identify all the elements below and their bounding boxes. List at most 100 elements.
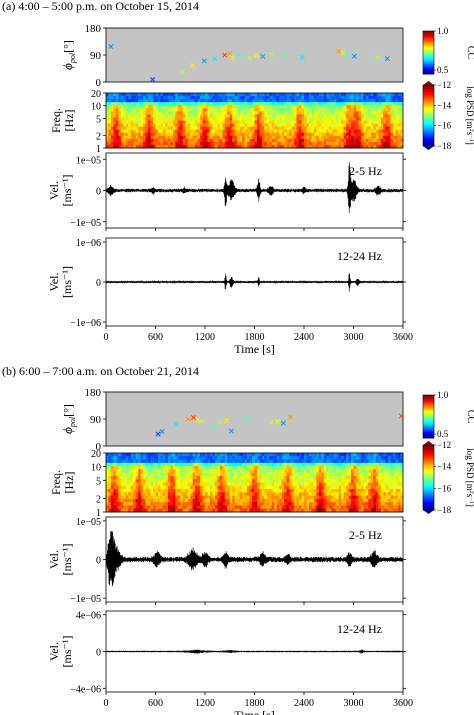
- panel-a-trace-high-yunit: [ms⁻¹]: [60, 266, 74, 298]
- panel-a-cc-label: CC: [465, 46, 474, 60]
- panel-b-xtick-label-5: 3000: [344, 698, 364, 709]
- panel-a-title: (a) 4:00 – 5:00 p.m. on October 15, 2014: [2, 0, 199, 13]
- panel-a-pol-frame: [105, 27, 404, 83]
- panel-b-trace-high-waveform: [105, 649, 404, 654]
- panel-b-psd-tick-label-0: −18: [437, 505, 452, 515]
- panel-a-spec-ylabel: Freq.: [49, 108, 63, 133]
- panel-a-trace-high-ylabel: Vel.: [47, 273, 61, 292]
- panel-b-trace-low-band-label: 2-5 Hz: [349, 528, 382, 542]
- panel-a-spectrogram: [106, 93, 404, 149]
- panel-b-spec-frame: [105, 452, 404, 513]
- panel-b-title: (b) 6:00 – 7:00 a.m. on October 21, 2014: [2, 364, 199, 378]
- panel-a-xtick-label-1: 600: [148, 332, 163, 343]
- panel-a-pol-point-16: [336, 48, 342, 54]
- panel-b-pol-point-15: [288, 414, 294, 420]
- panel-b-spectrogram: [106, 453, 404, 513]
- panel-b-trace-low-ytick-label-0: −1e−05: [70, 594, 101, 605]
- panel-a-psd-tick-label-3: −12: [437, 80, 451, 90]
- panel-a-pol-point-7: [227, 50, 233, 57]
- panel-b-pol-ytick-label-1: 90: [90, 414, 102, 426]
- panel-a-trace-high-ytick-label-1: 0: [96, 278, 101, 289]
- panel-a-pol-point-17: [340, 50, 346, 56]
- panel-b-xlabel: Time [s]: [234, 708, 275, 715]
- panel-a-trace-low-yunit: [ms⁻¹]: [60, 175, 74, 207]
- panel-a-spec-ytick-label-1: 2: [96, 131, 101, 142]
- panel-b-xtick-label-3: 1800: [245, 698, 265, 709]
- panel-a-cc-tick-label-1: 1.0: [437, 26, 449, 36]
- panel-b-psd-label: log PSD [m2s−1]: [465, 448, 474, 506]
- panel-a-psd-tick-label-1: −16: [437, 121, 452, 131]
- panel-b-pol-point-8: [217, 419, 223, 425]
- panel-a-psd-colorbar: [422, 81, 435, 150]
- panel-b-pol-point-5: [195, 417, 201, 423]
- panel-a-trace-low-band-label: 2-5 Hz: [349, 164, 382, 178]
- panel-b-spec-ytick-label-1: 2: [96, 494, 101, 505]
- panel-a-pol-point-3: [190, 62, 196, 69]
- panel-a-xlabel: Time [s]: [234, 342, 275, 356]
- panel-b-xtick-label-4: 2400: [294, 698, 314, 709]
- panel-a-pol-point-2: [180, 68, 186, 75]
- panel-b-cc-tick-label-0: 0.5: [437, 429, 449, 439]
- panel-a-spec-ytick-label-0: 1: [96, 144, 101, 155]
- panel-b-xtick-label-2: 1200: [195, 698, 215, 709]
- panel-b-pol-point-0: [155, 431, 161, 437]
- panel-b-trace-high-yunit: [ms⁻¹]: [60, 636, 74, 668]
- panel-a-spec-ytick-label-3: 10: [91, 102, 101, 113]
- panel-a-pol-point-6: [222, 52, 228, 58]
- panel-a-trace-high-ytick-label-2: 1e−06: [76, 238, 101, 249]
- panel-a-psd-tick-label-2: −14: [437, 100, 452, 110]
- panel-b-spec-ytick-label-3: 10: [91, 463, 101, 474]
- panel-a-pol-ytick-label-0: 0: [96, 77, 102, 89]
- panel-a-pol-point-18: [344, 52, 350, 58]
- panel-a-trace-low-ylabel: Vel.: [47, 181, 61, 200]
- panel-a-pol-point-15: [299, 54, 305, 60]
- panel-a-pol-point-5: [212, 56, 218, 62]
- panel-a-psd-label: log PSD [m2s−1]: [465, 86, 474, 144]
- panel-b-pol-point-12: [268, 420, 274, 426]
- panel-b-trace-high-band-label: 12-24 Hz: [337, 622, 382, 636]
- panel-a-trace-high-band-label: 12-24 Hz: [337, 249, 382, 263]
- panel-a-pol-ylabel: ϕpol[°]: [60, 40, 77, 70]
- panel-b-trace-high-ytick-label-2: 4e−06: [76, 611, 101, 622]
- panel-b-pol-point-10: [228, 428, 234, 434]
- panel-a-xtick-label-3: 1800: [245, 332, 265, 343]
- panel-a-trace-low-ytick-label-1: 0: [96, 187, 101, 198]
- panel-a-cc-tick-label-0: 0.5: [437, 65, 449, 75]
- panel-a-pol-ytick-label-2: 180: [85, 23, 102, 35]
- panel-b-pol-point-4: [190, 414, 197, 421]
- panel-b-spec-ytick-label-0: 1: [96, 508, 101, 519]
- panel-b-trace-low-ylabel: Vel.: [47, 550, 61, 569]
- panel-b-xtick-label-0: 0: [104, 698, 109, 709]
- panel-a-pol-point-12: [260, 53, 266, 60]
- panel-b-pol-point-3: [185, 416, 192, 422]
- panel-b-pol-ylabel: ϕpol[°]: [60, 404, 77, 434]
- panel-a-xtick-label-4: 2400: [294, 332, 314, 343]
- panel-a-spec-ytick-label-2: 5: [96, 114, 101, 125]
- panel-a-pol-point-8: [229, 54, 235, 60]
- panel-b-pol-ytick-label-2: 180: [85, 387, 102, 399]
- panel-b-spec-ytick-label-2: 5: [96, 476, 101, 487]
- panel-b-pol-point-11: [245, 417, 251, 423]
- panel-a-pol-point-10: [246, 55, 253, 61]
- panel-a-pol-point-20: [374, 54, 380, 60]
- panel-b-pol-ytick-label-0: 0: [96, 441, 102, 453]
- panel-a-xtick-label-6: 3600: [393, 332, 413, 343]
- panel-a-pol-point-1: [150, 77, 156, 83]
- panel-b-psd-tick-label-2: −14: [437, 462, 452, 472]
- panel-a-spec-yunit: [Hz]: [62, 110, 76, 132]
- panel-b-xtick-label-1: 600: [148, 698, 163, 709]
- panel-b-psd-colorbar: [422, 441, 435, 514]
- panel-a-trace-low-ytick-label-2: 1e−05: [76, 155, 101, 166]
- panel-b-pol-point-16: [398, 413, 404, 419]
- panel-b-pol-frame: [105, 391, 404, 447]
- panel-a-psd-tick-label-0: −18: [437, 141, 452, 151]
- panel-a-trace-high-waveform: [105, 272, 404, 292]
- panel-b-pol-point-2: [173, 421, 179, 427]
- panel-a-spec-ytick-label-4: 20: [91, 89, 101, 100]
- panel-a-cc-colorbar: [422, 30, 435, 75]
- panel-b-trace-high-ytick-label-1: 0: [96, 648, 101, 659]
- panel-a-pol-point-19: [351, 53, 357, 59]
- panel-b-pol-point-14: [280, 420, 286, 426]
- panel-a-pol-ytick-label-1: 90: [90, 50, 102, 62]
